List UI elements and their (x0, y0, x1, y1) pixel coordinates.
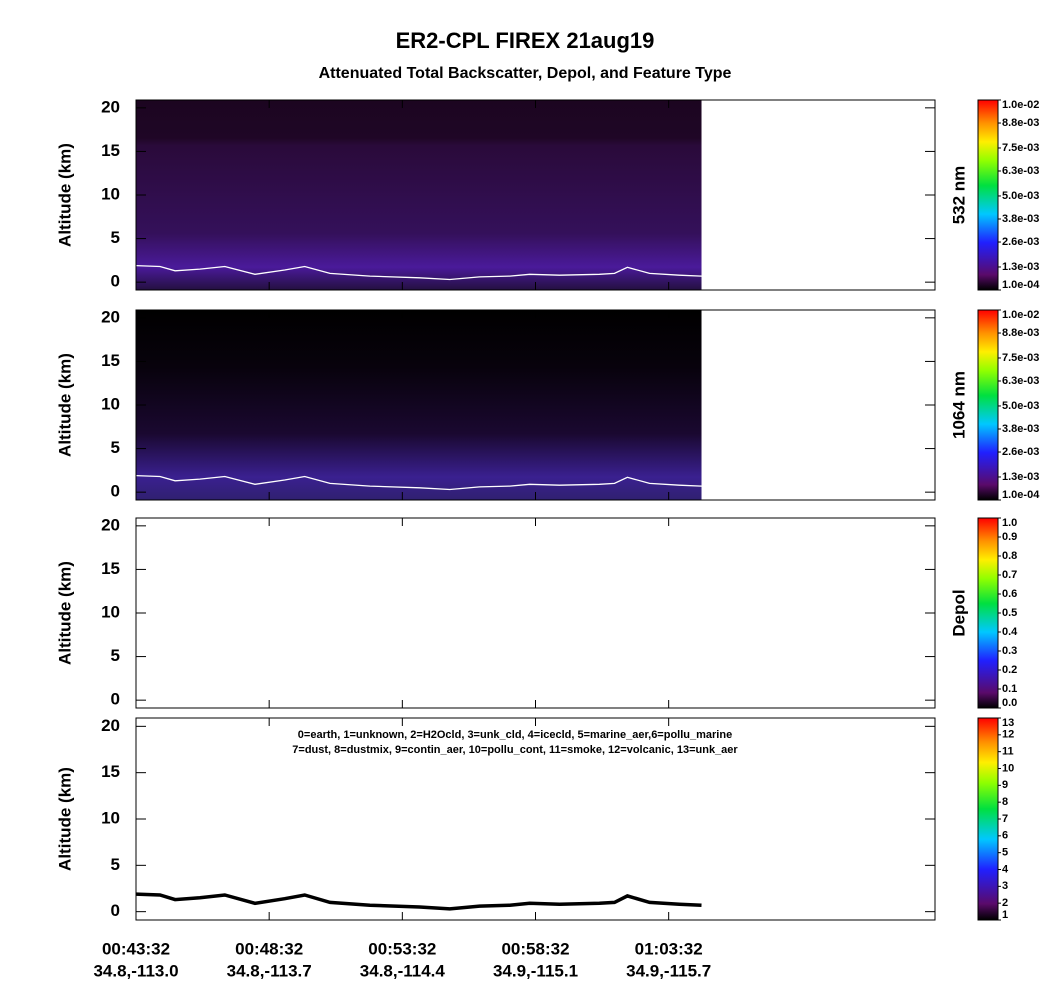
colorbar-tick-label: 0.5 (1002, 607, 1017, 619)
colorbar-tick-label: 5.0e-03 (1002, 190, 1039, 202)
colorbar-tick-label: 1 (1002, 909, 1008, 921)
y-axis-label: Altitude (km) (55, 767, 74, 871)
colorbar-tick-label: 0.3 (1002, 645, 1017, 657)
y-axis-label: Altitude (km) (55, 143, 74, 247)
colorbar-tick-label: 6 (1002, 830, 1008, 842)
colorbar-tick-label: 8 (1002, 796, 1008, 808)
colorbar-tick-label: 7.5e-03 (1002, 352, 1039, 364)
colorbar-tick-label: 2.6e-03 (1002, 236, 1039, 248)
x-tick-sublabel: 34.8,-113.0 (93, 961, 178, 980)
x-tick-label: 00:53:32 (368, 939, 436, 958)
colorbar-tick-label: 0.4 (1002, 626, 1018, 638)
y-tick-label: 15 (101, 559, 120, 578)
y-tick-label: 15 (101, 351, 120, 370)
legend-annotation: 7=dust, 8=dustmix, 9=contin_aer, 10=poll… (292, 744, 738, 756)
y-tick-label: 10 (101, 394, 120, 413)
colorbar-tick-label: 5 (1002, 847, 1008, 859)
colorbar-tick-label: 3.8e-03 (1002, 423, 1039, 435)
colorbar-tick-label: 9 (1002, 779, 1008, 791)
y-tick-label: 20 (101, 515, 120, 534)
backscatter-curtain (136, 100, 702, 290)
colorbar (977, 517, 999, 709)
surface-line (135, 264, 702, 281)
chart-subtitle: Attenuated Total Backscatter, Depol, and… (319, 65, 732, 82)
backscatter-curtain (136, 310, 702, 500)
chart-title: ER2-CPL FIREX 21aug19 (396, 28, 655, 53)
y-tick-label: 0 (111, 482, 120, 501)
colorbar-tick-label: 1.3e-03 (1002, 261, 1039, 273)
colorbar-tick-label: 2 (1002, 897, 1008, 909)
y-tick-label: 20 (101, 716, 120, 735)
colorbar-tick-label: 7.5e-03 (1002, 142, 1039, 154)
x-tick-sublabel: 34.9,-115.7 (626, 961, 711, 980)
surface-line (135, 892, 702, 911)
x-tick-label: 01:03:32 (635, 939, 703, 958)
colorbar-tick-label: 6.3e-03 (1002, 375, 1039, 387)
colorbar-tick-label: 0.2 (1002, 664, 1017, 676)
colorbar-tick-label: 0.1 (1002, 683, 1017, 695)
colorbar-tick-label: 0.9 (1002, 531, 1017, 543)
colorbar-tick-label: 3.8e-03 (1002, 213, 1039, 225)
x-tick-label: 00:48:32 (235, 939, 303, 958)
x-tick-sublabel: 34.8,-113.7 (227, 961, 312, 980)
colorbar-label: 1064 nm (949, 371, 968, 439)
colorbar-tick-label: 7 (1002, 813, 1008, 825)
y-tick-label: 0 (111, 272, 120, 291)
colorbar (977, 309, 999, 501)
colorbar-tick-label: 8.8e-03 (1002, 117, 1039, 129)
x-tick-sublabel: 34.9,-115.1 (493, 961, 578, 980)
y-tick-label: 10 (101, 184, 120, 203)
colorbar-tick-label: 13 (1002, 717, 1014, 729)
colorbar (977, 717, 999, 921)
y-tick-label: 5 (111, 646, 120, 665)
colorbar-tick-label: 0.8 (1002, 550, 1017, 562)
colorbar-tick-label: 1.0e-04 (1002, 279, 1040, 291)
plot-frame (135, 517, 936, 709)
colorbar-tick-label: 1.0e-04 (1002, 489, 1040, 501)
colorbar-tick-label: 6.3e-03 (1002, 165, 1039, 177)
colorbar-tick-label: 11 (1002, 746, 1014, 758)
y-tick-label: 10 (101, 808, 120, 827)
y-axis-label: Altitude (km) (55, 561, 74, 665)
colorbar-tick-label: 12 (1002, 729, 1014, 741)
y-axis-label: Altitude (km) (55, 353, 74, 457)
colorbar-label: Depol (949, 589, 968, 636)
colorbar-tick-label: 1.0 (1002, 517, 1017, 529)
colorbar-tick-label: 0.0 (1002, 697, 1017, 709)
y-tick-label: 0 (111, 690, 120, 709)
colorbar-tick-label: 10 (1002, 762, 1014, 774)
y-tick-label: 0 (111, 901, 120, 920)
colorbar-tick-label: 2.6e-03 (1002, 446, 1039, 458)
colorbar-tick-label: 8.8e-03 (1002, 327, 1039, 339)
colorbar-tick-label: 4 (1002, 863, 1009, 875)
y-tick-label: 5 (111, 855, 120, 874)
colorbar-tick-label: 1.0e-02 (1002, 309, 1039, 321)
y-tick-label: 5 (111, 228, 120, 247)
colorbar-tick-label: 5.0e-03 (1002, 400, 1039, 412)
y-tick-label: 20 (101, 307, 120, 326)
y-tick-label: 15 (101, 762, 120, 781)
y-tick-label: 10 (101, 602, 120, 621)
colorbar-tick-label: 1.0e-02 (1002, 99, 1039, 111)
colorbar-tick-label: 0.7 (1002, 569, 1017, 581)
surface-line (135, 474, 702, 491)
colorbar-tick-label: 3 (1002, 880, 1008, 892)
colorbar (977, 99, 999, 291)
x-tick-label: 00:43:32 (102, 939, 170, 958)
y-tick-label: 20 (101, 97, 120, 116)
colorbar-tick-label: 0.6 (1002, 588, 1017, 600)
x-tick-sublabel: 34.8,-114.4 (360, 961, 446, 980)
y-tick-label: 5 (111, 438, 120, 457)
colorbar-tick-label: 1.3e-03 (1002, 471, 1039, 483)
colorbar-label: 532 nm (949, 166, 968, 225)
y-tick-label: 15 (101, 141, 120, 160)
x-tick-label: 00:58:32 (501, 939, 569, 958)
legend-annotation: 0=earth, 1=unknown, 2=H2Ocld, 3=unk_cld,… (298, 729, 732, 741)
